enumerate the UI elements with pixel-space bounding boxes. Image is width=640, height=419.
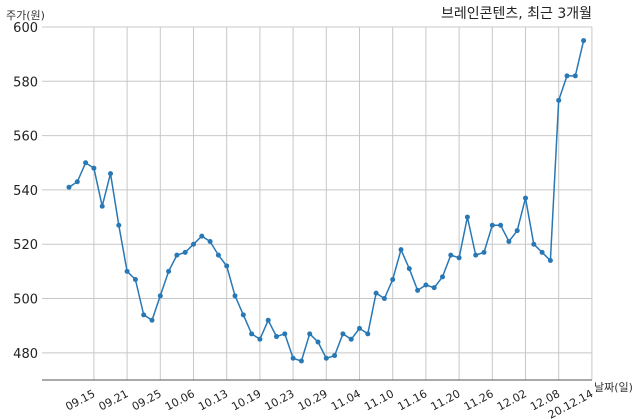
data-point [448,252,454,258]
data-point [182,249,188,255]
x-tick-label: 12.02 [495,387,529,413]
data-point [199,233,205,239]
x-tick-label: 11.10 [362,387,396,413]
data-point [66,184,72,190]
data-point [298,358,304,364]
data-point [523,195,528,201]
x-tick-label: 10.23 [263,387,297,413]
data-point [91,165,97,171]
data-point [315,339,321,345]
data-point [456,255,462,261]
data-point [323,355,329,361]
data-point [556,97,562,103]
data-point [149,317,155,323]
data-point [108,171,113,177]
data-point [398,247,404,253]
data-point [564,73,570,79]
data-point [431,285,437,291]
data-point [340,331,346,337]
x-tick-label: 09.21 [97,387,131,413]
data-point [207,239,213,245]
data-point [290,355,296,361]
data-point [332,353,338,359]
data-point [581,38,587,44]
data-point [373,290,379,296]
data-point [357,325,362,331]
x-tick-label: 11.04 [329,387,363,413]
data-point [132,277,138,283]
data-point [74,179,80,185]
data-point [381,296,387,302]
data-point [174,252,180,258]
data-point [265,317,271,323]
data-point [124,268,130,274]
x-tick-label: 10.13 [196,387,230,413]
data-point [539,249,545,255]
y-tick-label: 540 [13,184,38,199]
data-point [240,312,246,318]
data-point [83,160,89,166]
data-point [249,331,255,337]
data-point [489,222,495,228]
grid-layer [42,26,593,380]
x-tick-label: 09.25 [130,387,164,413]
y-tick-label: 600 [13,21,38,36]
data-point [232,293,238,299]
data-point [514,228,520,234]
x-tick-label: 09.15 [63,387,97,413]
y-tick-label: 500 [13,293,38,308]
data-point [498,222,504,228]
data-point [572,73,578,79]
data-point [224,263,230,269]
data-point [215,252,221,258]
y-tick-label: 520 [13,238,38,253]
data-point [191,241,196,247]
data-point [274,334,279,340]
data-point [307,331,313,337]
x-tick-label: 10.06 [163,387,197,413]
data-point [116,222,122,228]
series-layer [66,38,587,364]
x-tick-label: 11.20 [429,387,463,413]
y-axis-title: 주가(원) [6,9,45,22]
data-point [481,249,487,255]
data-point [473,252,479,258]
data-point [282,331,288,337]
data-point [365,331,371,337]
data-point [166,268,172,274]
x-tick-label: 11.26 [462,387,496,413]
data-point [440,274,445,280]
data-point [547,258,553,264]
x-tick-label: 10.29 [296,387,330,413]
data-point [141,312,147,318]
axis-layer: 480 500 520 540 560 580 600 09.15 09.21 09.25 10.0… [13,21,595,419]
data-point [423,282,429,288]
data-point [464,214,470,220]
data-point [506,239,512,245]
data-point [415,287,421,293]
y-tick-label: 560 [13,130,38,145]
chart-title: 브레인콘텐츠, 최근 3개월 [441,6,592,22]
data-point [406,266,412,272]
data-point [157,293,163,299]
data-point [390,277,396,283]
x-tick-label: 11.16 [395,387,429,413]
data-point [348,336,354,342]
data-point [99,203,105,209]
y-tick-label: 580 [13,75,38,90]
data-point [257,336,263,342]
data-point [531,241,537,247]
x-tick-label: 10.19 [229,387,263,413]
y-tick-label: 480 [13,347,38,362]
x-axis-title: 날짜(일) [594,380,633,394]
